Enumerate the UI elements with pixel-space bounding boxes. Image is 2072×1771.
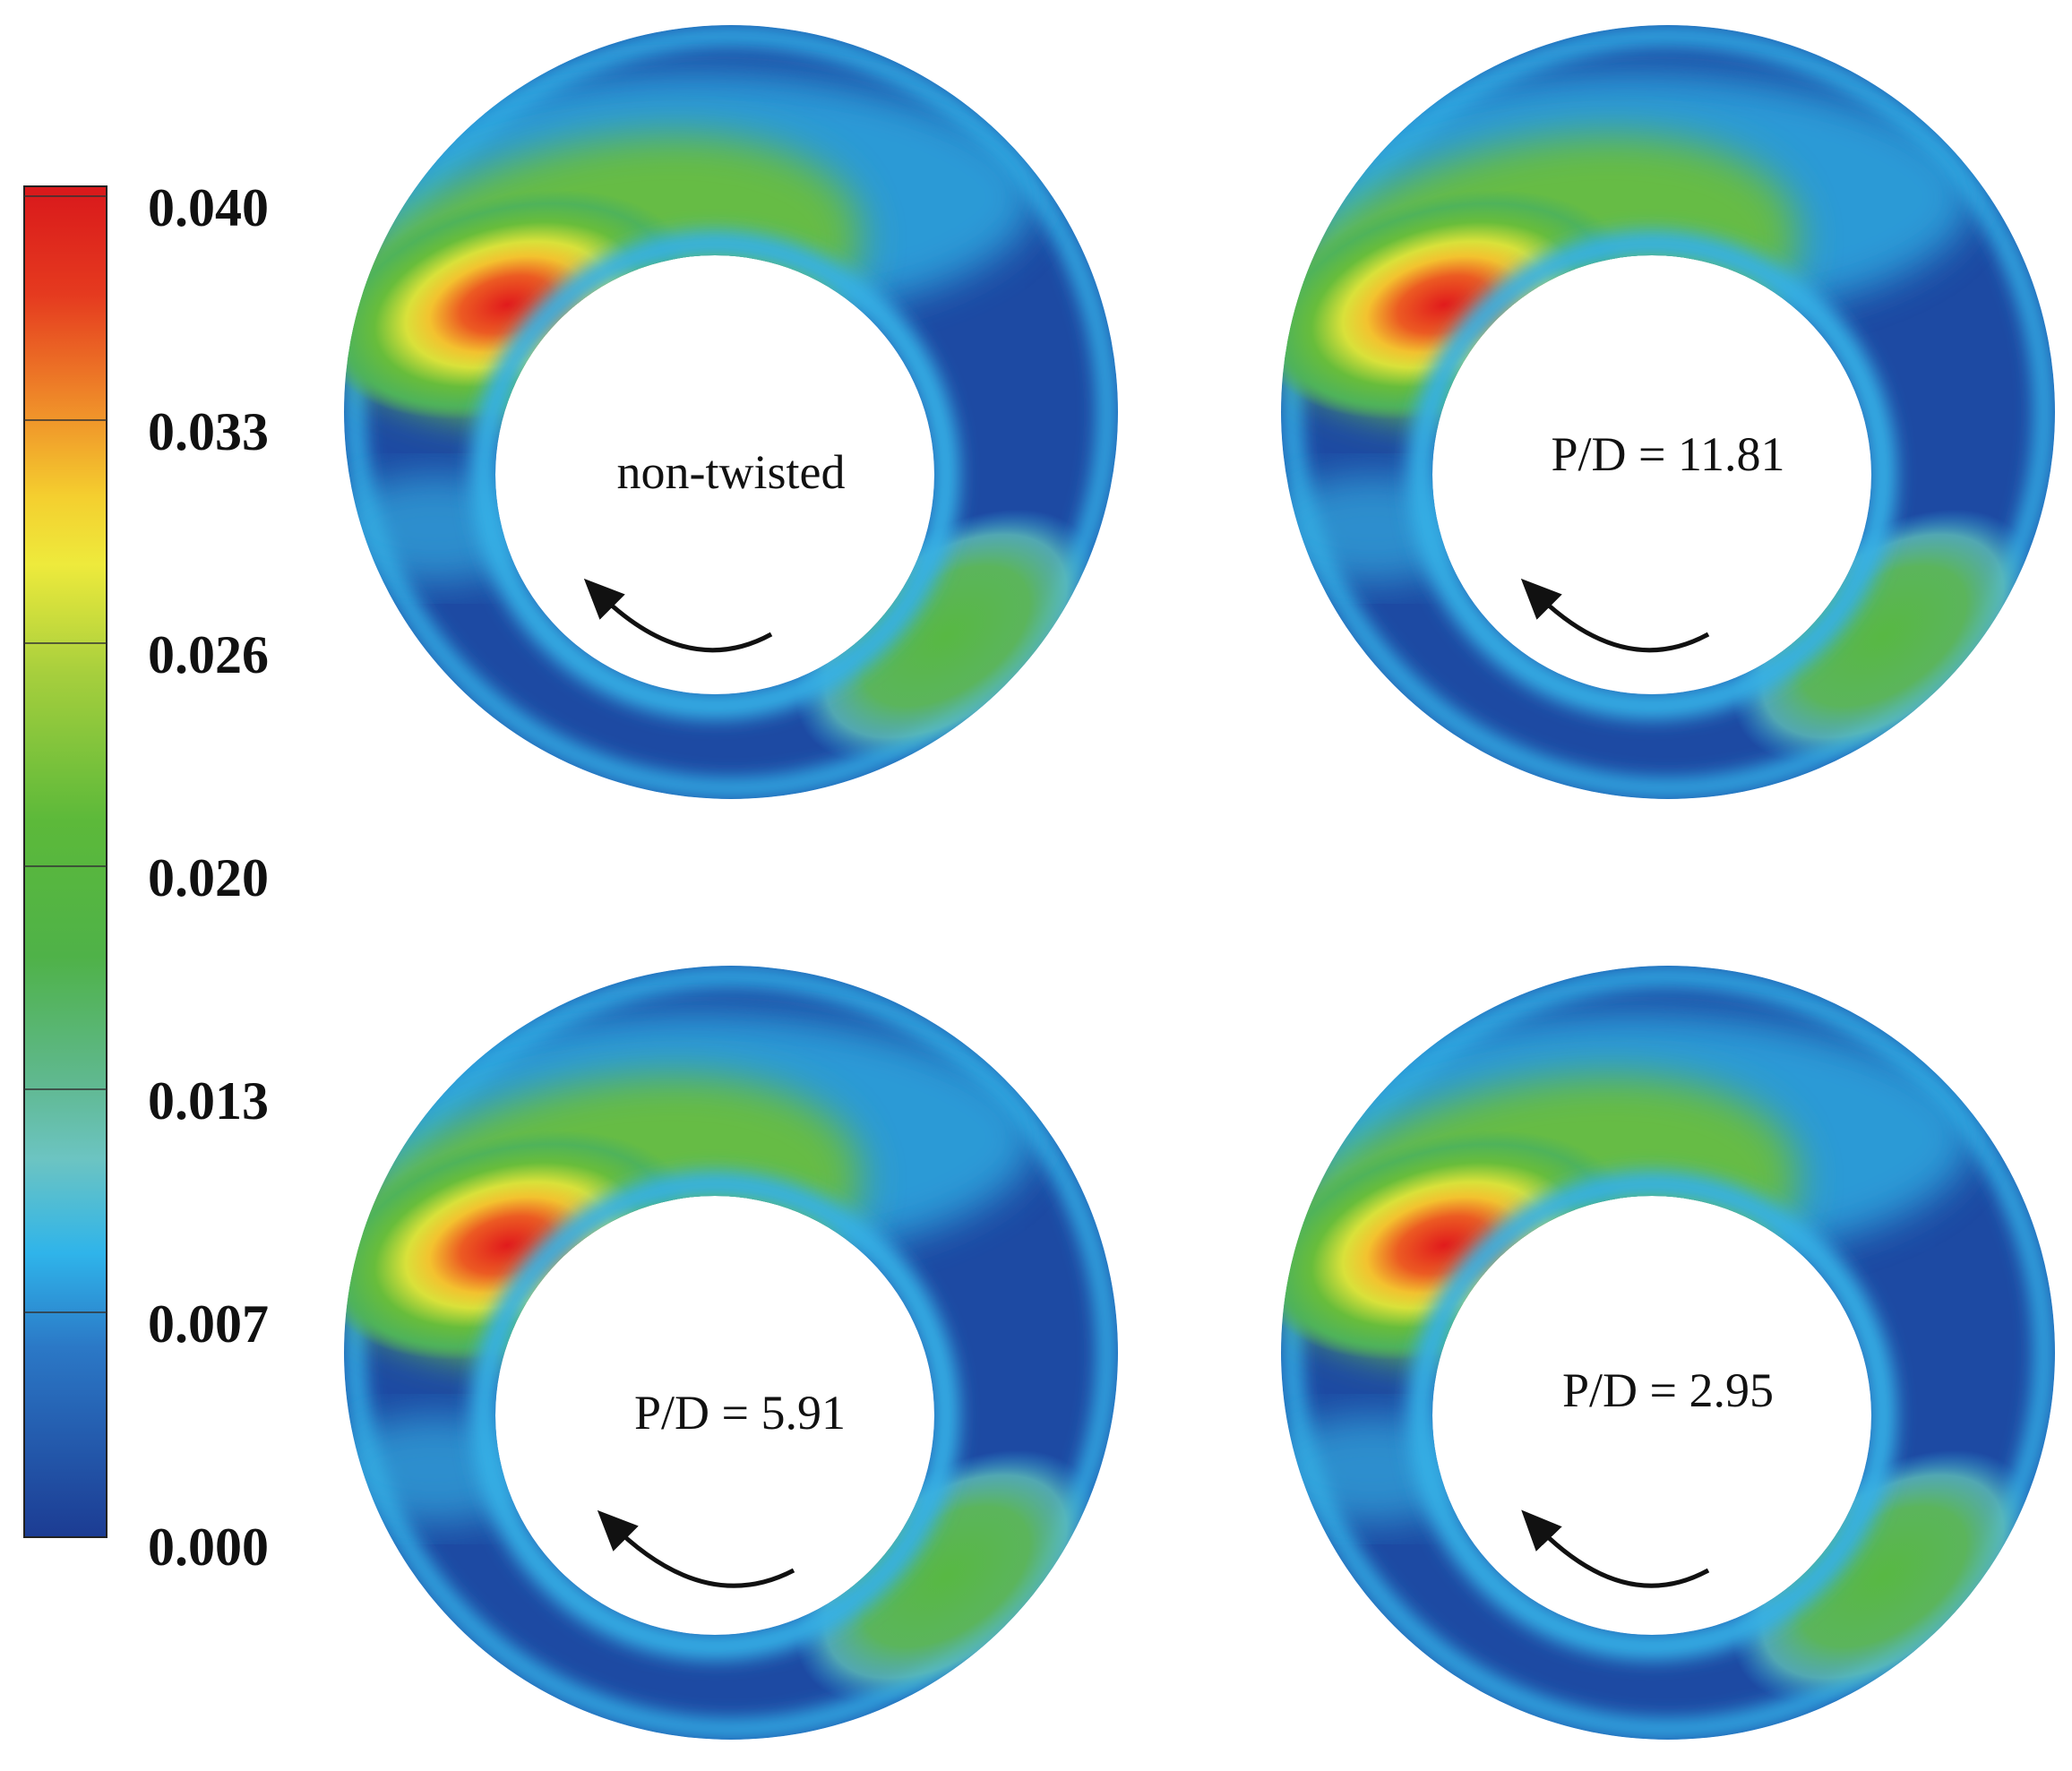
colorbar-tick-label: 0.007 [148,1294,269,1354]
rotation-arrow-icon [1521,1509,1710,1588]
colorbar-tick-label: 0.026 [148,625,269,684]
colorbar-gradient [23,185,107,1538]
contour-panel-pd-5-91: P/D = 5.91 [297,966,1142,1755]
annulus-contour [1234,25,2072,814]
colorbar-tick-label: 0.000 [148,1517,269,1577]
colorbar-tick-label: 0.033 [148,402,269,461]
panel-label: non-twisted [617,445,846,499]
contour-panel-pd-11-81: P/D = 11.81 [1234,25,2072,814]
contour-panel-pd-2-95: P/D = 2.95 [1234,966,2072,1755]
colorbar-tick-label: 0.020 [148,848,269,907]
panel-label: P/D = 5.91 [634,1386,846,1440]
annulus-contour [297,966,1142,1755]
rotation-arrow-icon [597,1509,795,1588]
colorbar-divisions [24,195,107,1313]
rotation-arrow-icon [1520,578,1710,653]
colorbar-tick-label: 0.013 [148,1071,269,1131]
panel-label: P/D = 11.81 [1552,427,1785,481]
annulus-contour [297,25,1142,814]
rotation-arrow-icon [583,578,773,653]
colorbar: 0.040 0.033 0.026 0.020 0.013 0.007 0.00… [23,178,269,1577]
contour-panel-non-twisted: non-twisted [297,25,1142,814]
annulus-contour [1234,966,2072,1755]
panel-label: P/D = 2.95 [1562,1363,1774,1417]
colorbar-tick-label: 0.040 [148,178,269,237]
